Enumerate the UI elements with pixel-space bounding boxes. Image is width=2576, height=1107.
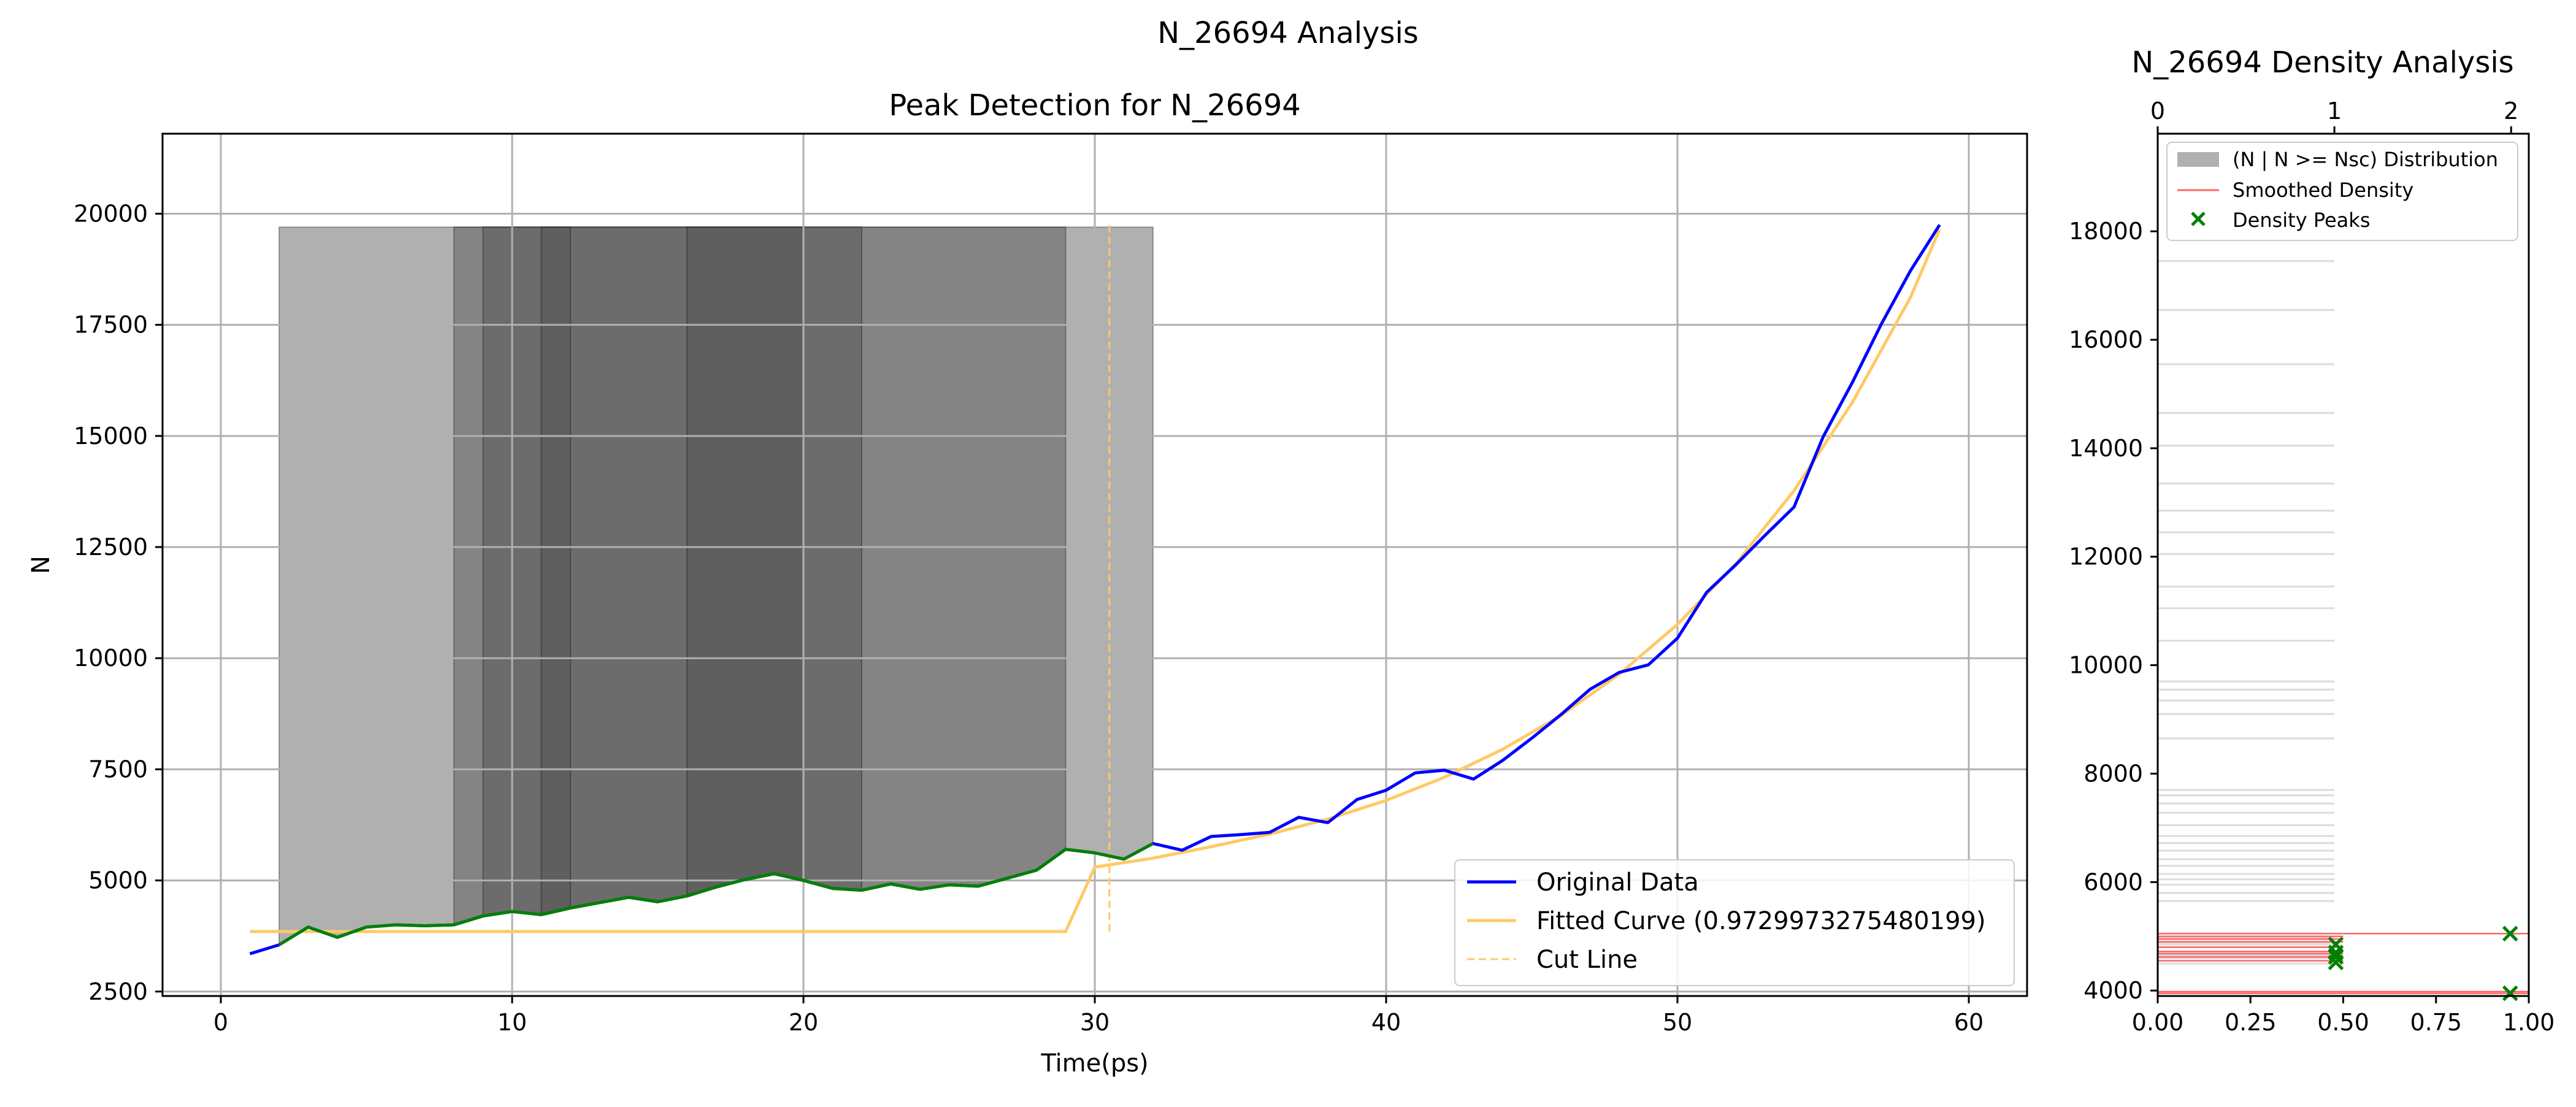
peak-y-label: N — [27, 556, 55, 574]
peak-ytick-label-15000: 15000 — [74, 423, 148, 450]
density-top-tick-label-0: 0 — [2150, 98, 2165, 124]
smoothed-density-lines — [2158, 933, 2529, 994]
shaded-region-3 — [482, 226, 862, 917]
density-peak-stroke-b — [2502, 985, 2518, 1002]
peak-xtick-label-30: 30 — [1080, 1009, 1110, 1036]
peak-xtick-label-10: 10 — [497, 1009, 527, 1036]
peak-xtick-label-50: 50 — [1663, 1009, 1692, 1036]
peak-xtick-label-40: 40 — [1371, 1009, 1401, 1036]
legend-peaks-label: Density Peaks — [2233, 209, 2370, 232]
density-ytick-label-18000: 18000 — [2069, 218, 2143, 245]
peak-ytick-label-10000: 10000 — [74, 645, 148, 672]
density-xtick-label-0: 0.00 — [2132, 1009, 2184, 1036]
density-panel: N_26694 Density Analysis 0.00 0.25 0.50 0.7… — [2069, 45, 2555, 1036]
density-ytick-label-12000: 12000 — [2069, 543, 2143, 570]
peak-xtick-label-20: 20 — [789, 1009, 818, 1036]
density-peak-1 — [2502, 985, 2518, 1002]
shaded-region-5 — [686, 226, 804, 897]
peak-ytick-label-7500: 7500 — [88, 756, 148, 783]
density-ytick-label-16000: 16000 — [2069, 326, 2143, 353]
density-ytick-label-10000: 10000 — [2069, 652, 2143, 679]
density-top-tick-label-2: 2 — [2504, 98, 2518, 124]
density-axis-ticks: 0.00 0.25 0.50 0.75 1.00 0 1 2 4000 6000 8000 10000… — [2069, 98, 2555, 1036]
peak-series — [249, 224, 1941, 956]
density-xtick-label-3: 0.75 — [2410, 1009, 2462, 1036]
shaded-regions — [278, 226, 1154, 946]
legend-cutline-label: Cut Line — [1536, 946, 1638, 974]
highlighted-segment-line — [278, 842, 1154, 946]
peak-ytick-label-17500: 17500 — [74, 312, 148, 339]
shaded-region-4 — [540, 226, 571, 916]
peak-xtick-label-0: 0 — [213, 1009, 228, 1036]
density-xtick-label-2: 0.50 — [2317, 1009, 2369, 1036]
peak-ytick-label-12500: 12500 — [74, 534, 148, 561]
density-peak-stroke-b — [2328, 949, 2344, 965]
peak-xtick-label-60: 60 — [1954, 1009, 1984, 1036]
peak-grid — [163, 134, 2027, 996]
density-peak-2 — [2502, 925, 2518, 942]
density-peak-stroke-b — [2328, 937, 2344, 952]
density-top-tick-label-1: 1 — [2327, 98, 2342, 124]
density-legend: (N | N >= Nsc) Distribution Smoothed Den… — [2166, 142, 2518, 241]
density-xtick-label-4: 1.00 — [2503, 1009, 2555, 1036]
density-legend-box — [2166, 142, 2518, 241]
density-chart-title: N_26694 Density Analysis — [2131, 45, 2513, 80]
density-ytick-label-4000: 4000 — [2083, 977, 2143, 1004]
fitted-curve-line — [250, 228, 1941, 933]
peak-axis-ticks: 0 10 20 30 40 50 60 2500 5000 7500 10000 12500 15000… — [74, 200, 1984, 1036]
density-ytick-label-14000: 14000 — [2069, 435, 2143, 462]
density-peak-4 — [2328, 949, 2344, 965]
figure-suptitle: N_26694 Analysis — [1157, 16, 1419, 50]
legend-original-label: Original Data — [1536, 868, 1699, 897]
peak-legend-box — [1454, 859, 2015, 986]
density-ytick-label-6000: 6000 — [2083, 868, 2143, 895]
density-peak-6 — [2328, 937, 2344, 952]
density-peak-markers — [2328, 925, 2518, 1002]
peak-ytick-label-20000: 20000 — [74, 200, 148, 227]
peak-legend: Original Data Fitted Curve (0.9729973275… — [1454, 859, 2015, 986]
legend-hist-label: (N | N >= Nsc) Distribution — [2233, 148, 2498, 171]
legend-density-label: Smoothed Density — [2233, 178, 2413, 202]
peak-detection-panel: Peak Detection for N_26694 0 10 20 30 40 50 60… — [27, 88, 2028, 1078]
density-ytick-label-8000: 8000 — [2083, 760, 2143, 787]
peak-ytick-label-2500: 2500 — [88, 978, 148, 1005]
density-xtick-label-1: 0.25 — [2225, 1009, 2277, 1036]
density-peak-stroke-b — [2502, 925, 2518, 942]
legend-peaks-swatch — [2191, 212, 2206, 226]
peak-ytick-label-5000: 5000 — [88, 867, 148, 894]
peak-chart-title: Peak Detection for N_26694 — [889, 88, 1301, 123]
peak-x-label: Time(ps) — [1040, 1049, 1148, 1078]
legend-hist-swatch — [2177, 152, 2219, 167]
legend-fitted-label: Fitted Curve (0.9729973275480199) — [1536, 907, 1986, 935]
